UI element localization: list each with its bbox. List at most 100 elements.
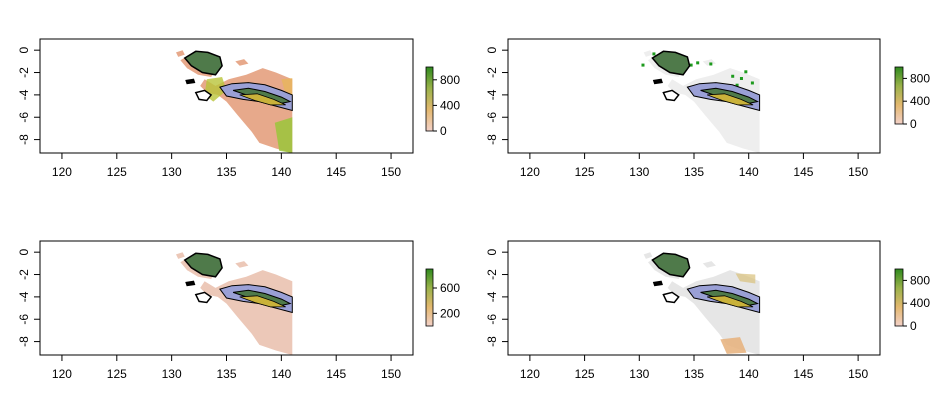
x-tick-label: 125 [107,165,127,179]
legend-tick-label: 800 [910,273,930,287]
raster-layer [176,252,293,355]
vegetation-pixel [689,63,693,67]
island-outline [662,291,680,304]
mountain-band-inner [239,93,286,106]
island-outline [194,89,213,102]
island-raster [176,50,185,57]
vegetation-pixel [739,77,743,80]
x-tick-label: 150 [848,165,868,179]
x-tick-label: 135 [684,165,704,179]
island-raster [643,50,653,57]
vegetation-pixel [750,81,754,85]
y-tick-label: -6 [17,314,31,325]
vegetation-pixel [744,70,748,74]
x-tick-label: 135 [684,367,704,381]
x-tick-label: 125 [575,367,595,381]
x-tick-label: 150 [848,367,868,381]
legend-tick-label: 0 [910,117,917,131]
island-black [652,280,663,287]
island-raster [235,261,249,268]
x-tick-label: 135 [216,367,236,381]
y-tick-label: -2 [17,67,31,78]
birdshead-polygon [651,50,691,76]
x-tick-label: 130 [162,367,182,381]
island-black [185,78,196,85]
x-tick-label: 145 [326,165,346,179]
mainland-raster [667,270,760,355]
legend-colorbar [894,268,904,327]
legend-tick-label: 800 [440,73,460,87]
x-tick-label: 120 [520,165,540,179]
vegetation-patch [274,117,293,153]
legend-tick-label: 400 [440,98,460,112]
x-tick-label: 120 [52,367,72,381]
y-tick-label: 0 [485,249,499,256]
island-raster [702,59,716,66]
vegetation-pixel [709,62,713,66]
island-outline [662,89,680,102]
mountain-band-inner [706,295,754,308]
legend-tick-label: 200 [440,306,460,320]
y-tick-label: -6 [485,112,499,123]
x-tick-label: 125 [575,165,595,179]
island-outline [194,291,213,304]
y-tick-label: -2 [485,67,499,78]
y-tick-label: -8 [485,336,499,347]
raster-layer [641,50,761,153]
legend-tick-label: 0 [910,319,917,333]
y-tick-label: -4 [485,291,499,302]
mainland-raster [200,270,293,355]
vegetation-pixel [735,83,739,87]
y-tick-label: -8 [17,336,31,347]
x-tick-label: 130 [629,165,649,179]
birdshead-polygon [183,252,223,278]
x-tick-label: 120 [520,367,540,381]
raster-layer [176,50,293,153]
map-panel-1: 120 125 130 135 140 145 150 0 -2 -4 -6 -8 0 400 800 [17,38,460,179]
y-tick-label: -8 [17,134,31,145]
x-tick-label: 140 [271,165,291,179]
x-tick-label: 140 [739,165,759,179]
y-tick-label: 0 [485,47,499,54]
y-tick-label: -4 [485,89,499,100]
x-tick-label: 145 [793,367,813,381]
island-raster [176,252,185,259]
x-tick-label: 150 [381,165,401,179]
y-tick-label: -6 [485,314,499,325]
vegetation-pixel [641,63,645,67]
x-tick-label: 130 [162,165,182,179]
island-raster [235,59,249,66]
vegetation-pixel [696,61,700,65]
birdshead-polygon [651,252,691,278]
x-tick-label: 145 [326,367,346,381]
legend-colorbar [425,66,434,132]
vegetation-patch [720,337,747,354]
island-black [652,78,663,85]
x-tick-label: 140 [271,367,291,381]
x-tick-label: 140 [739,367,759,381]
y-tick-label: -6 [17,112,31,123]
mainland-raster [667,68,760,153]
mountain-band-inner [239,295,286,308]
map-panel-4: 120 125 130 135 140 145 150 0 -2 -4 -6 -8 0 400 800 [485,240,930,381]
y-tick-label: 0 [17,249,31,256]
y-tick-label: 0 [17,47,31,54]
map-panel-2: 120 125 130 135 140 145 150 0 -2 -4 -6 -8 0 400 800 [485,38,930,179]
vegetation-pixel [652,52,656,56]
birdshead-polygon [183,50,223,76]
legend-colorbar [894,66,904,125]
mountain-band-inner [706,93,754,106]
x-tick-label: 150 [381,367,401,381]
island-raster [643,252,653,259]
x-tick-label: 130 [629,367,649,381]
vegetation-patch [281,78,293,95]
y-tick-label: -8 [485,134,499,145]
legend-tick-label: 800 [910,71,930,85]
legend-tick-label: 600 [440,281,460,295]
island-black [185,280,196,287]
map-panel-3: 120 125 130 135 140 145 150 0 -2 -4 -6 -8 200 600 [17,240,460,381]
y-tick-label: -2 [485,269,499,280]
y-tick-label: -2 [17,269,31,280]
